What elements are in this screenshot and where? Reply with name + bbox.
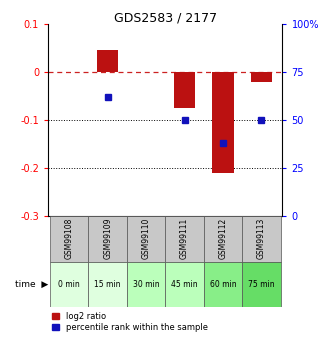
Bar bbox=[97, 50, 118, 72]
Text: 75 min: 75 min bbox=[248, 280, 275, 289]
Bar bbox=[127, 216, 165, 262]
Bar bbox=[165, 262, 204, 307]
Bar bbox=[89, 216, 127, 262]
Legend: log2 ratio, percentile rank within the sample: log2 ratio, percentile rank within the s… bbox=[52, 312, 208, 332]
Title: GDS2583 / 2177: GDS2583 / 2177 bbox=[114, 11, 217, 24]
Text: 30 min: 30 min bbox=[133, 280, 160, 289]
Bar bbox=[242, 216, 281, 262]
Bar bbox=[165, 216, 204, 262]
Bar bbox=[50, 262, 89, 307]
Text: GSM99108: GSM99108 bbox=[65, 218, 74, 259]
Bar bbox=[242, 262, 281, 307]
Bar bbox=[251, 72, 272, 81]
Text: GSM99110: GSM99110 bbox=[142, 218, 151, 259]
Text: GSM99109: GSM99109 bbox=[103, 218, 112, 259]
Text: GSM99113: GSM99113 bbox=[257, 218, 266, 259]
Text: GSM99112: GSM99112 bbox=[218, 218, 228, 259]
Text: 15 min: 15 min bbox=[94, 280, 121, 289]
Text: 0 min: 0 min bbox=[58, 280, 80, 289]
Text: GSM99111: GSM99111 bbox=[180, 218, 189, 259]
Bar bbox=[204, 216, 242, 262]
Text: 45 min: 45 min bbox=[171, 280, 198, 289]
Bar bbox=[174, 72, 195, 108]
Bar bbox=[127, 262, 165, 307]
Bar bbox=[213, 72, 233, 172]
Bar bbox=[89, 262, 127, 307]
Text: time  ▶: time ▶ bbox=[14, 280, 48, 289]
Text: 60 min: 60 min bbox=[210, 280, 236, 289]
Bar bbox=[204, 262, 242, 307]
Bar bbox=[50, 216, 89, 262]
